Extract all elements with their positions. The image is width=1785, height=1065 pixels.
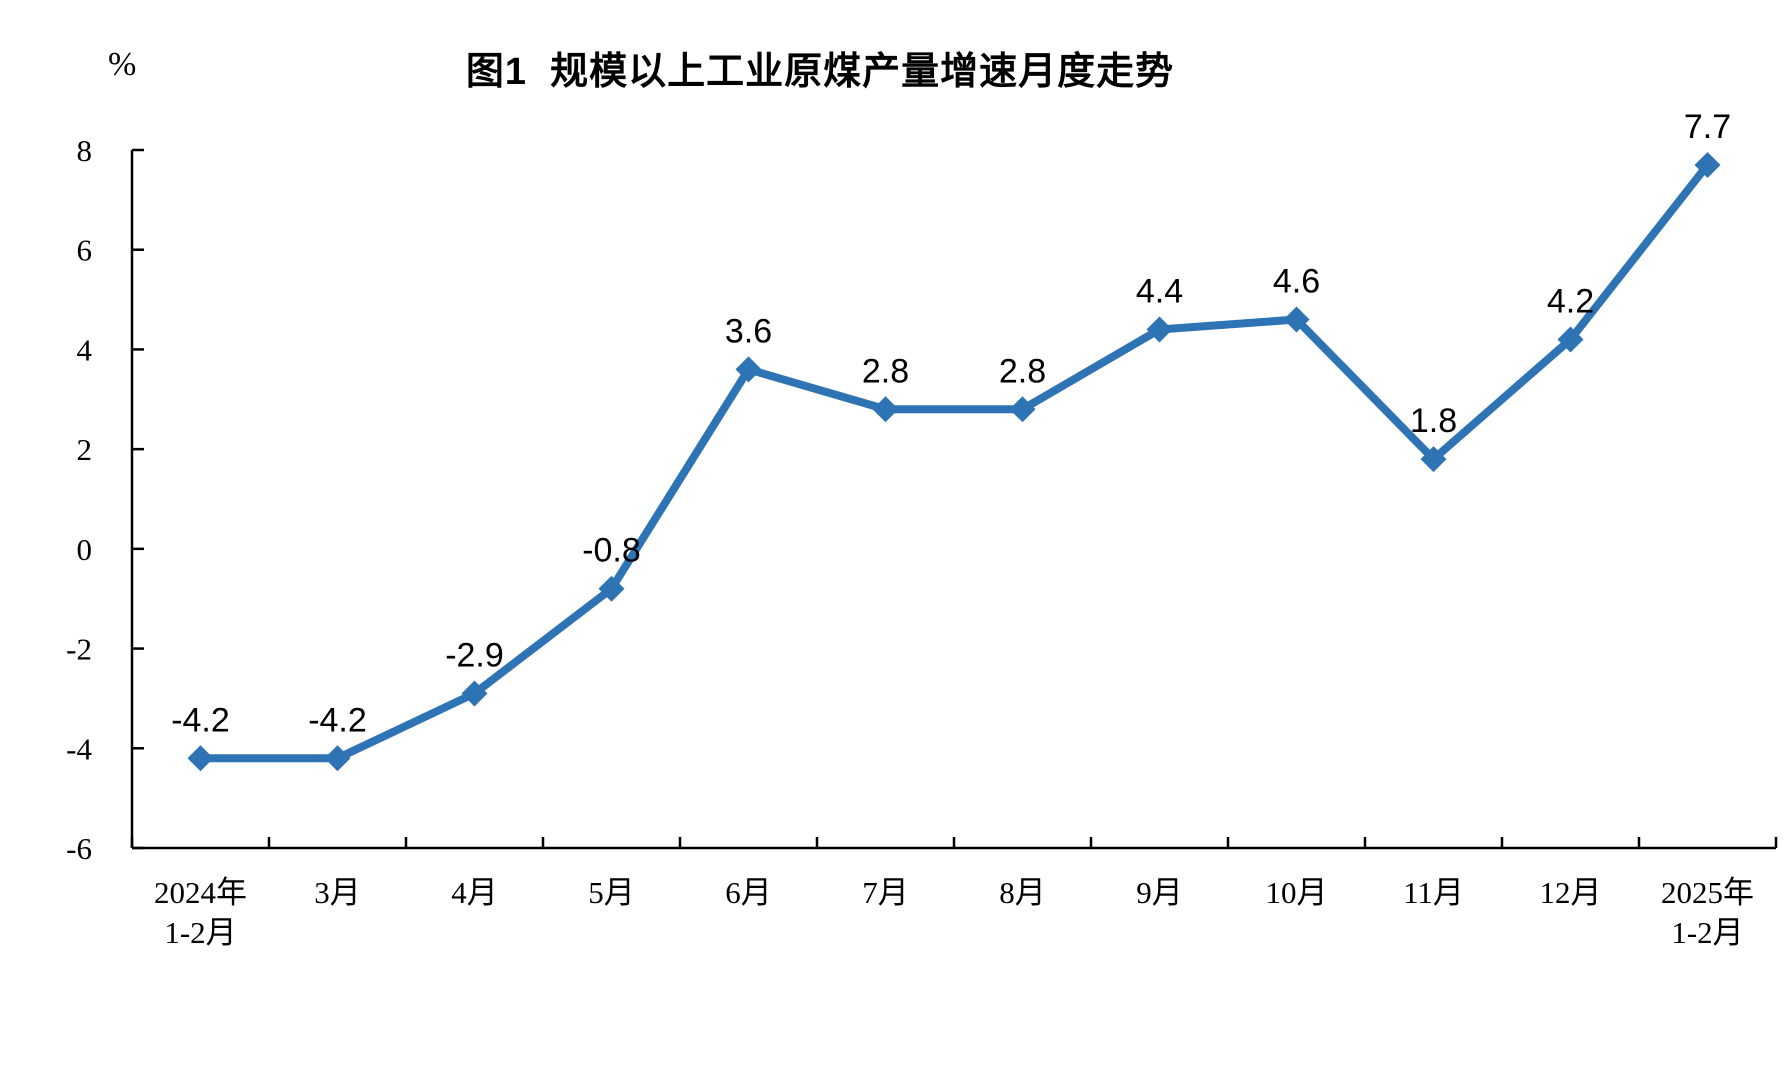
series-line — [196, 160, 1712, 763]
data-point-label: 4.2 — [1547, 282, 1594, 320]
data-point-label: 2.8 — [862, 352, 909, 390]
data-point-label: -4.2 — [308, 701, 367, 739]
x-axis-label: 8月 — [999, 875, 1046, 910]
y-axis-tick-label: 8 — [77, 133, 93, 168]
y-axis-tick-label: -4 — [66, 731, 92, 766]
x-axis-label: 5月 — [588, 875, 635, 910]
data-point-marker — [1420, 446, 1447, 473]
data-point-marker — [598, 575, 625, 602]
y-axis-tick-label: -6 — [66, 831, 92, 866]
data-point-label: -0.8 — [582, 532, 641, 570]
data-point-marker — [872, 396, 899, 423]
x-axis-label: 7月 — [862, 875, 909, 910]
data-point-label: 4.4 — [1136, 272, 1183, 310]
x-axis-label: 11月 — [1403, 875, 1464, 910]
y-axis-unit-label: % — [108, 46, 137, 83]
data-point-marker — [461, 680, 488, 707]
y-axis-tick-label: 4 — [77, 332, 93, 367]
data-point-marker — [1694, 151, 1721, 178]
y-axis-tick-label: 2 — [77, 432, 93, 467]
x-axis-label: 9月 — [1136, 875, 1183, 910]
data-point-marker — [187, 745, 214, 772]
data-point-label: 4.6 — [1273, 263, 1320, 301]
data-point-label: 2.8 — [999, 352, 1046, 390]
chart-title: 图1 规模以上工业原煤产量增速月度走势 — [465, 51, 1175, 93]
data-point-marker — [1557, 326, 1584, 353]
x-axis-label: 3月 — [314, 875, 361, 910]
data-point-label: 1.8 — [1410, 402, 1457, 440]
data-point-label: -2.9 — [445, 636, 504, 674]
y-axis-tick-label: -2 — [66, 632, 92, 667]
data-point-label: 7.7 — [1684, 108, 1731, 146]
x-axis-label: 12月 — [1540, 875, 1602, 910]
x-axis-label: 6月 — [725, 875, 772, 910]
x-axis-label: 4月 — [451, 875, 498, 910]
x-axis-label: 2025年 1-2月 — [1661, 875, 1754, 950]
y-axis-tick-label: 6 — [77, 233, 93, 268]
x-axis-label: 10月 — [1266, 875, 1328, 910]
data-point-marker — [324, 745, 351, 772]
y-axis-tick-label: 0 — [77, 532, 93, 567]
data-point-marker — [735, 356, 762, 383]
data-point-label: 3.6 — [725, 312, 772, 350]
data-point-label: -4.2 — [171, 701, 230, 739]
data-point-marker — [1146, 316, 1173, 343]
data-point-marker — [1283, 306, 1310, 333]
x-axis-label: 2024年 1-2月 — [154, 875, 247, 950]
data-point-marker — [1009, 396, 1036, 423]
